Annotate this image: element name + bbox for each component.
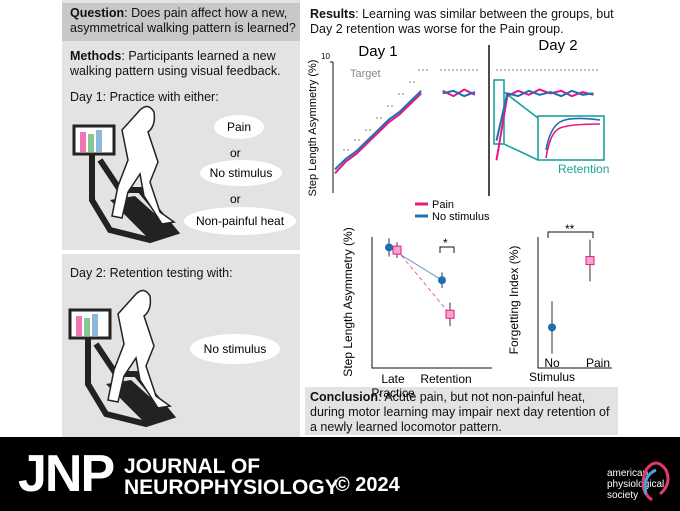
x-tick-label: No Stimulus [528,356,575,384]
marker [585,256,595,266]
conclusion-box [305,387,618,435]
day-label: Day 1 [358,43,397,60]
y-axis-label: Forgetting Index (%) [507,246,521,355]
inset-label: Retention [558,162,609,176]
methods: Methods: Participants learned a new walk… [70,49,295,79]
methods-text: : Participants learned a new walking pat… [70,49,281,78]
option: Non-painful heat [184,207,296,235]
marker [548,323,556,332]
axes [371,237,492,369]
or: or [230,192,241,206]
methods-label: Methods [70,49,122,63]
question-box [62,3,300,41]
option: No stimulus [200,160,282,186]
results: Results: Learning was similar between th… [310,7,620,37]
marker [392,245,402,255]
marker [385,243,393,252]
society-line: society [607,490,639,501]
journal-line: NEUROPHYSIOLOGY [124,476,339,499]
society-line: physiological [607,479,665,490]
x-tick-label: Late Practice [371,372,415,400]
day1-label: Day 1: Practice with either: [70,90,219,104]
question-label: Question [70,6,125,20]
marker [445,309,455,319]
x-tick-label: Retention [420,372,472,386]
illustration-day1 [72,105,181,244]
option: No stimulus [190,334,280,364]
society: american physiological society [607,468,664,501]
journal-name: JOURNAL OF NEUROPHYSIOLOGY [124,456,339,498]
or: or [230,146,241,160]
sig-brackets [439,231,594,253]
illustration-day2 [68,289,177,428]
day-label: Day 2 [538,37,577,54]
society-line: american [607,468,649,479]
y-tick-label: 10 [321,52,330,61]
y-axis-label: Step Length Asymmetry (%) [341,227,355,376]
target-lines [343,69,600,151]
x-tick-label: Pain [585,356,611,370]
conclusion-text: : Acute pain, but not non-painful heat, … [310,390,610,434]
question: Question: Does pain affect how a new, as… [70,6,298,36]
results-label: Results [310,7,356,21]
divider [62,250,300,254]
conclusion: Conclusion: Acute pain, but not non-pain… [310,390,615,435]
significance: ** [565,222,575,236]
option: Pain [214,115,264,139]
society-logo [643,468,657,495]
legend-label: Pain [432,199,454,211]
question-text: : Does pain affect how a new, asymmetric… [70,6,296,35]
target-label: Target [350,68,381,80]
y-axis-label: Step Length Asymmetry (%) [307,60,319,197]
legend-label: No stimulus [432,211,490,223]
significance: * [443,236,448,250]
journal-abbr: JNP [18,445,115,503]
copyright: © 2024 [335,474,400,496]
conclusion-label: Conclusion [310,390,379,404]
axes [537,237,612,369]
marker [438,276,446,285]
journal-line: JOURNAL OF [124,455,261,478]
footer [0,437,680,511]
results-text: : Learning was similar between the group… [310,7,614,36]
society-logo [641,461,670,502]
day2-label: Day 2: Retention testing with: [70,266,233,280]
series-line [334,89,594,171]
